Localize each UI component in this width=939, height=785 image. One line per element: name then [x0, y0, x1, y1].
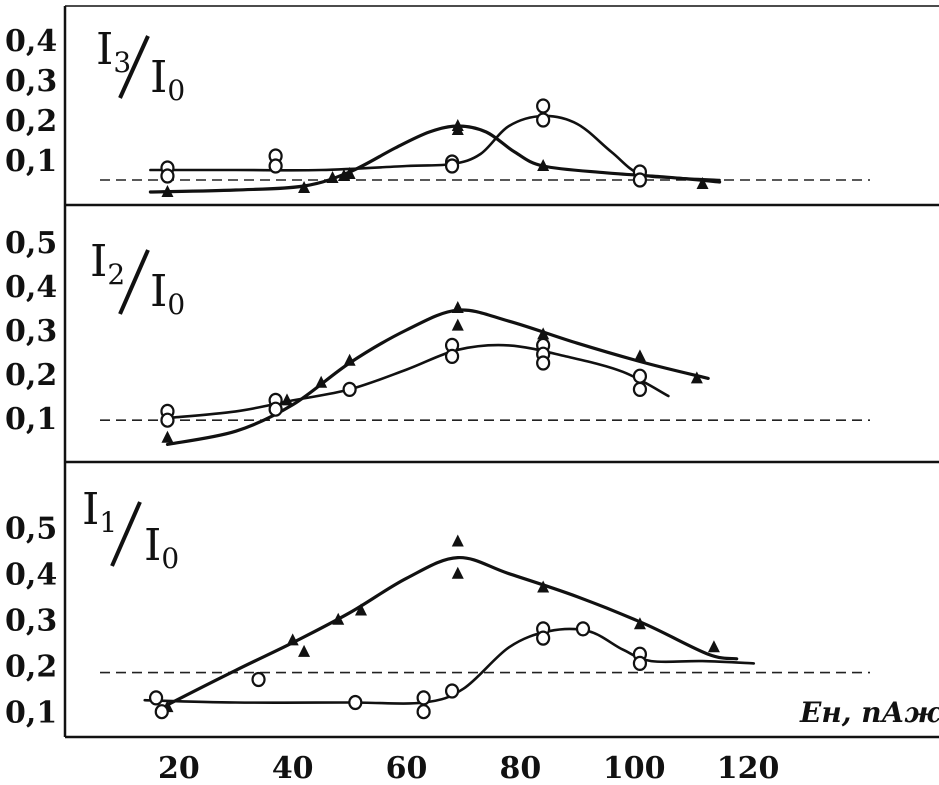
point-triangle — [451, 318, 464, 331]
point-triangle — [451, 301, 464, 313]
y-tick-label: 0,3 — [5, 64, 57, 99]
point-circle — [444, 158, 460, 174]
point-triangle — [537, 580, 550, 593]
label-den-sub: 0 — [161, 542, 179, 575]
label-num-letter: I — [82, 484, 99, 535]
point-triangle — [298, 644, 311, 657]
label-num-sub: 1 — [99, 506, 117, 539]
point-triangle — [451, 123, 464, 135]
x-tick-label: 80 — [500, 751, 542, 785]
point-circle — [416, 690, 431, 706]
panels-layer: 0,10,20,30,40,10,20,30,40,50,10,20,30,40… — [5, 5, 939, 785]
point-triangle — [537, 327, 550, 340]
point-circle — [536, 630, 551, 646]
point-circle — [444, 683, 460, 699]
point-triangle — [633, 617, 646, 630]
label-den-sub: 0 — [167, 74, 185, 107]
point-triangle — [315, 375, 328, 388]
svg-text:I3: I3 — [96, 24, 131, 79]
point-circle — [575, 621, 591, 637]
point-triangle — [326, 171, 339, 183]
y-tick-label: 0,4 — [5, 270, 57, 305]
point-circle — [632, 368, 648, 384]
point-triangle — [451, 534, 464, 547]
y-tick-label: 0,3 — [5, 604, 57, 639]
point-circle — [444, 348, 460, 364]
point-triangle — [343, 353, 356, 366]
point-triangle — [286, 633, 299, 646]
point-circle — [416, 704, 431, 720]
label-num-sub: 2 — [107, 258, 125, 291]
point-triangle — [332, 612, 345, 625]
point-triangle — [690, 371, 703, 384]
point-triangle — [707, 640, 720, 653]
x-tick-label: 60 — [386, 751, 428, 785]
label-num-letter: I — [96, 24, 113, 75]
point-circle — [348, 694, 363, 711]
series-curve-triangle — [165, 308, 710, 446]
point-circle — [632, 381, 648, 397]
label-den-letter: I — [150, 52, 167, 103]
label-den-letter: I — [144, 520, 161, 571]
y-tick-label: 0,5 — [5, 226, 57, 261]
panel-bottom: 0,1 0,2 0,3 0,4 0,5 20 40 60 80 100 120 — [5, 512, 870, 785]
point-circle — [148, 690, 164, 706]
point-triangle — [298, 181, 311, 193]
svg-text:I0: I0 — [150, 52, 185, 107]
y-tick-label: 0,2 — [5, 358, 57, 393]
svg-text:I0: I0 — [144, 520, 179, 575]
point-circle — [160, 168, 175, 184]
panel-top: 0,1 0,2 0,3 0,4 — [5, 24, 870, 197]
point-triangle — [451, 566, 464, 579]
point-circle — [536, 112, 551, 128]
label-num-letter: I — [90, 236, 107, 287]
point-triangle — [696, 177, 709, 189]
y-tick-label: 0,4 — [5, 558, 57, 593]
point-triangle — [161, 185, 174, 197]
series-curve-circle — [166, 343, 670, 420]
panel-label-top: I3 I0 — [96, 24, 185, 107]
series-curve-triangle — [165, 555, 739, 707]
x-tick-label: 100 — [603, 751, 666, 785]
svg-text:I0: I0 — [150, 266, 185, 321]
y-tick-label: 0,3 — [5, 314, 57, 349]
point-circle — [536, 355, 551, 371]
point-triangle — [343, 167, 356, 179]
point-circle — [268, 158, 283, 174]
y-tick-label: 0,2 — [5, 104, 57, 139]
y-tick-label: 0,1 — [5, 402, 57, 437]
label-den-sub: 0 — [167, 288, 185, 321]
svg-text:I1: I1 — [82, 484, 117, 539]
panel-middle: 0,1 0,2 0,3 0,4 0,5 — [5, 226, 870, 446]
point-triangle — [633, 349, 646, 362]
point-circle — [342, 381, 357, 397]
point-circle — [251, 671, 266, 688]
point-circle — [632, 172, 648, 188]
point-circle — [536, 98, 551, 114]
point-circle — [154, 704, 169, 720]
point-triangle — [537, 159, 550, 171]
point-triangle — [355, 603, 367, 616]
point-circle — [632, 655, 648, 672]
point-circle — [160, 412, 175, 428]
x-tick-label: 20 — [158, 751, 200, 785]
point-triangle — [161, 430, 174, 443]
y-tick-label: 0,4 — [5, 24, 57, 59]
x-axis-title: Eн, пАж — [799, 696, 939, 729]
y-tick-label: 0,1 — [5, 696, 57, 731]
svg-text:I2: I2 — [90, 236, 125, 291]
panel-label-middle: I2 I0 — [90, 236, 185, 321]
x-tick-label: 40 — [272, 751, 314, 785]
y-tick-label: 0,5 — [5, 512, 57, 547]
x-tick-label: 120 — [717, 751, 780, 785]
y-tick-label: 0,1 — [5, 144, 57, 179]
label-den-letter: I — [150, 266, 167, 317]
y-tick-label: 0,2 — [5, 650, 57, 685]
label-num-sub: 3 — [113, 46, 131, 79]
series-curve-circle — [143, 627, 756, 705]
point-circle — [268, 401, 283, 417]
panel-label-bottom: I1 I0 — [82, 484, 179, 575]
